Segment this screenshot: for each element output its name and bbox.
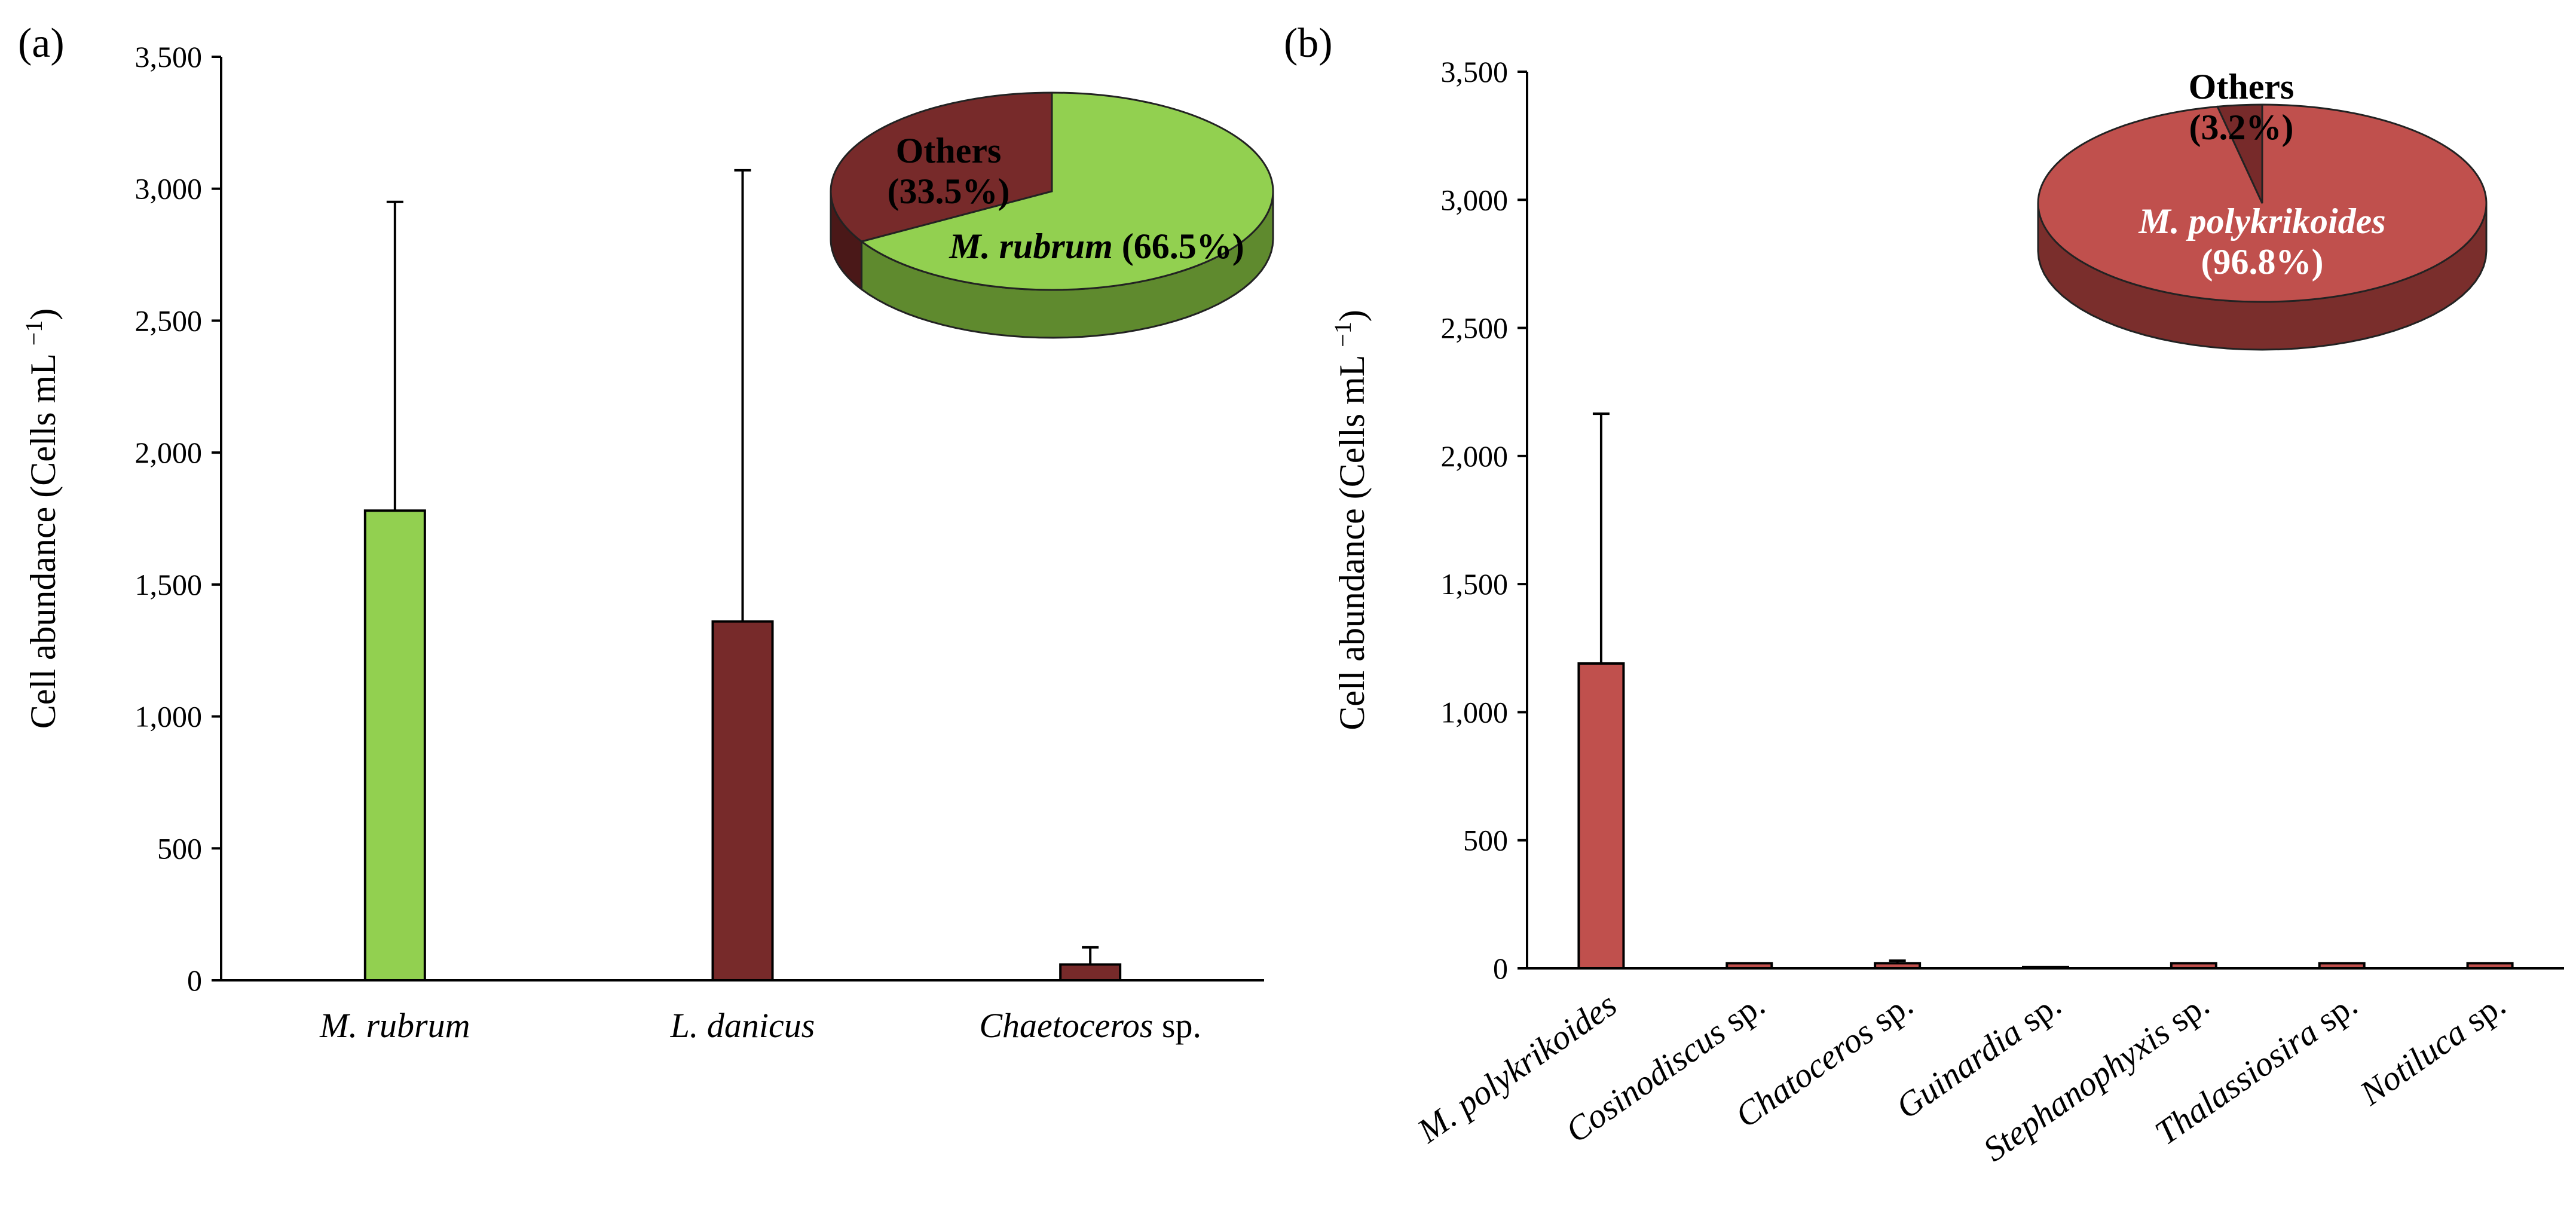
y-tick-label: 2,000 <box>1441 439 1509 473</box>
pie-slice-percent: (96.8%) <box>2201 242 2324 282</box>
bar <box>1059 963 1122 981</box>
y-tick-label: 500 <box>157 831 202 865</box>
pie-slice-label: M. rubrum (66.5%) <box>949 227 1244 266</box>
bar <box>1874 962 1922 970</box>
y-tick-label: 3,500 <box>135 40 203 74</box>
panel-a-label: (a) <box>18 20 65 66</box>
bar <box>1577 662 1625 970</box>
pie-slice <box>859 91 1274 291</box>
x-category-label: M. rubrum <box>319 1006 470 1045</box>
y-axis-label: Cell abundance (Cells mL −1) <box>20 308 63 729</box>
panel-b-label: (b) <box>1284 20 1333 66</box>
x-category-label: Notiluca sp. <box>2352 984 2513 1113</box>
bar <box>2466 962 2514 970</box>
bar <box>2022 965 2069 970</box>
y-tick-label: 1,000 <box>1441 695 1509 729</box>
pie-slice-name: Others <box>896 131 1002 170</box>
chart-b: 0 500 1,000 1,500 2,000 2,500 3,000 3,500 Cell a… <box>1329 55 2564 1169</box>
pie-slice <box>830 91 1053 243</box>
y-tick-label: 2,500 <box>1441 311 1509 345</box>
bar <box>2318 962 2366 970</box>
bar <box>711 620 774 981</box>
x-category-label: Chaetoceros sp. <box>979 1006 1201 1045</box>
pie-slice-percent: (3.2%) <box>2189 108 2294 147</box>
y-axis-label: Cell abundance (Cells mL −1) <box>1329 310 1372 730</box>
y-tick-label: 500 <box>1463 824 1508 857</box>
y-tick-label: 3,500 <box>1441 55 1509 88</box>
y-tick-label: 2,500 <box>135 304 203 337</box>
y-tick-label: 1,000 <box>135 700 203 733</box>
pie-slice <box>2216 103 2263 204</box>
pie-slice-name: Others <box>2189 67 2294 106</box>
bar <box>2170 962 2217 970</box>
y-tick-label: 3,000 <box>1441 183 1509 216</box>
bar <box>363 509 426 981</box>
y-tick-label: 1,500 <box>1441 567 1509 601</box>
pie-slice-name: M. polykrikoides <box>2138 201 2385 241</box>
y-tick-label: 3,000 <box>135 172 203 206</box>
x-category-label: L. danicus <box>670 1006 815 1045</box>
y-tick-label: 1,500 <box>135 568 203 601</box>
y-tick-label: 2,000 <box>135 436 203 469</box>
chart-a: 0 500 1,000 1,500 2,000 2,500 3,000 3,500 Cell a… <box>20 40 1274 1045</box>
y-tick-label: 0 <box>1493 952 1508 985</box>
pie-slice-percent: (33.5%) <box>888 172 1010 211</box>
y-tick-label: 0 <box>187 964 202 997</box>
bar <box>1726 962 1773 970</box>
